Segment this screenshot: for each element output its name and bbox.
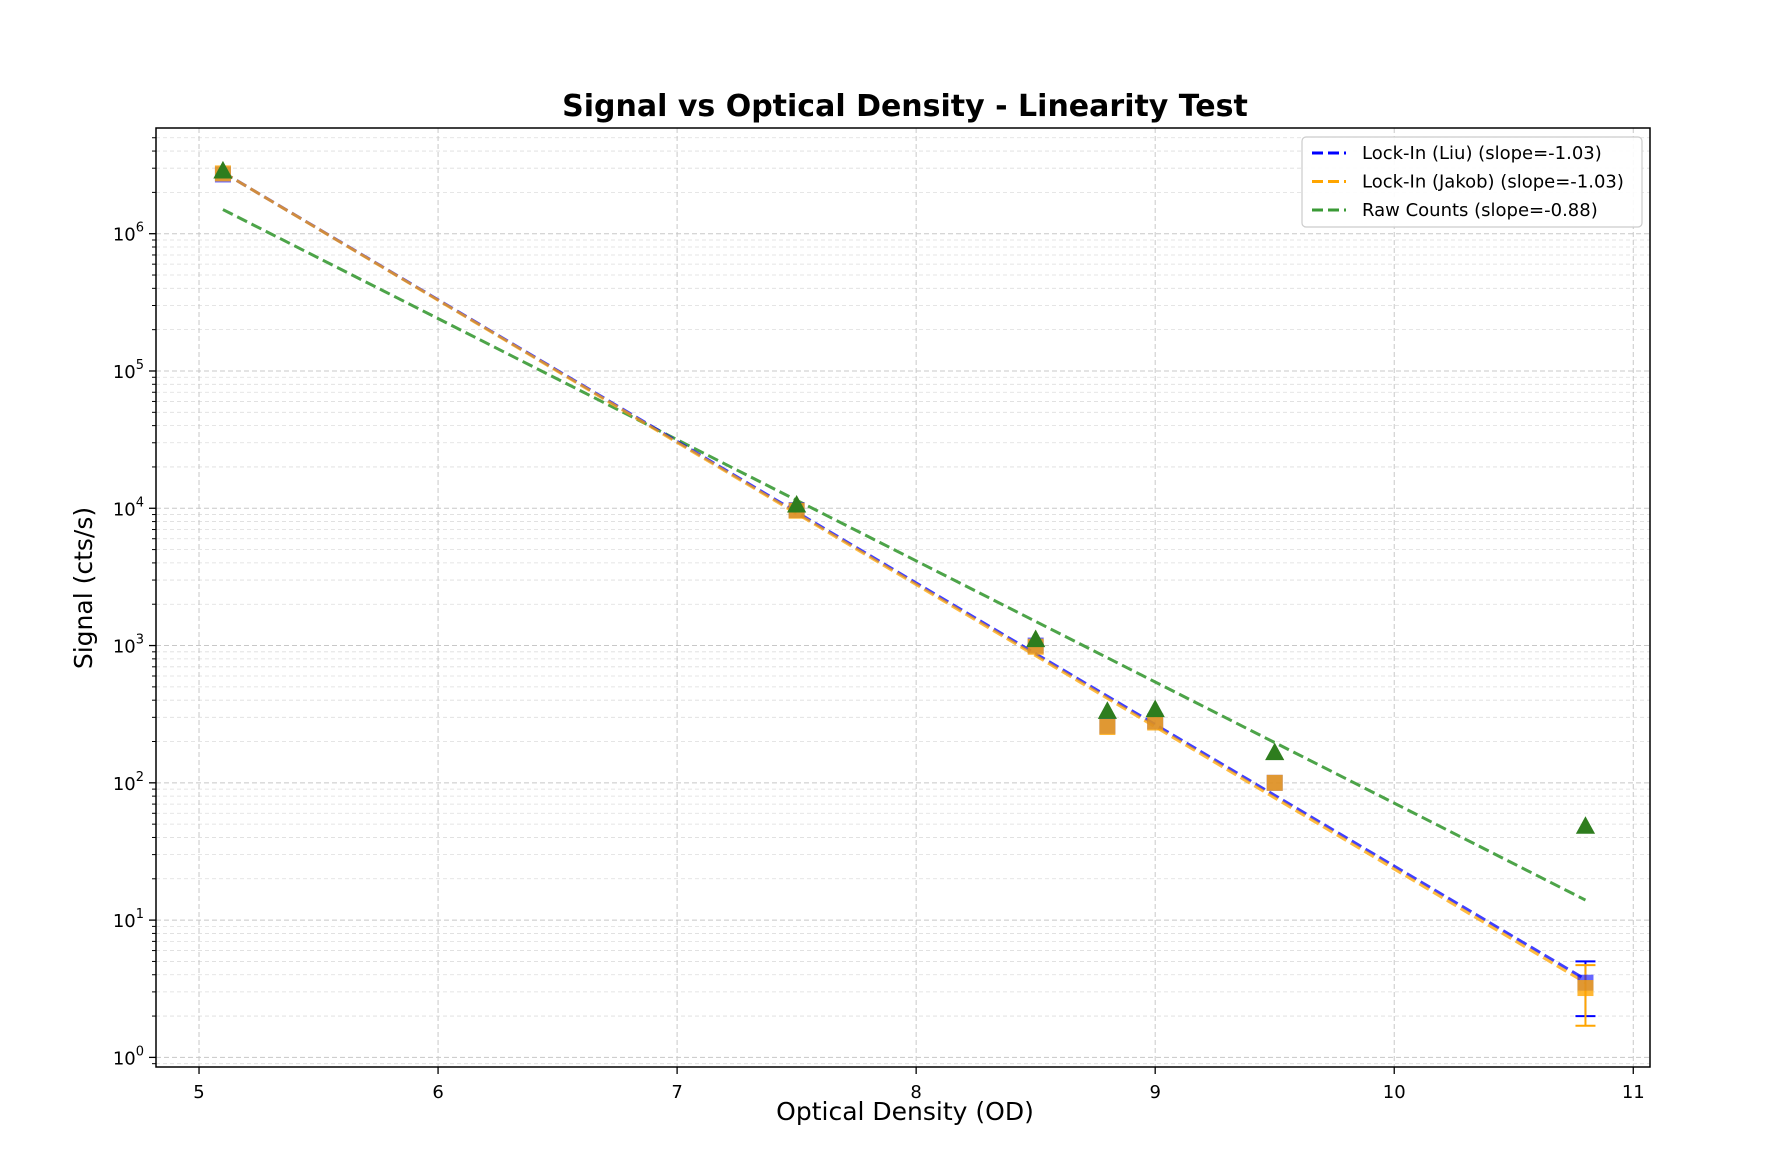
data-point-lock-in-jakob- (1266, 774, 1283, 791)
data-point-lock-in-jakob- (1147, 714, 1164, 731)
plot-background (156, 128, 1650, 1067)
legend-entry: Lock-In (Jakob) (slope=-1.03) (1362, 172, 1624, 193)
y-tick-label: 104 (113, 495, 144, 520)
x-tick-label: 10 (1383, 1082, 1406, 1103)
legend: Lock-In (Liu) (slope=-1.03) Lock-In (Jako… (1301, 136, 1643, 228)
data-point-raw-counts (213, 160, 233, 179)
legend-entry: Raw Counts (slope=-0.88) (1362, 200, 1598, 221)
x-tick-label: 6 (432, 1082, 443, 1103)
y-tick-label: 105 (113, 358, 144, 383)
y-axis-label: Signal (cts/s) (69, 507, 98, 669)
x-tick-label: 7 (671, 1082, 682, 1103)
data-point-raw-counts (1145, 699, 1165, 718)
x-tick-label: 5 (193, 1082, 204, 1103)
data-point-raw-counts (787, 494, 807, 513)
data-point-lock-in-jakob- (1577, 980, 1594, 997)
y-tick-label: 102 (113, 770, 144, 795)
fit-line-raw-counts (222, 208, 1587, 902)
data-point-raw-counts (1575, 816, 1596, 834)
data-point-raw-counts (1026, 629, 1046, 648)
data-point-raw-counts (1265, 742, 1285, 761)
axes-frame (155, 127, 1651, 1068)
y-tick-label: 100 (113, 1044, 144, 1069)
chart-title: Signal vs Optical Density - Linearity Te… (562, 89, 1248, 124)
data-point-lock-in-jakob- (1099, 719, 1116, 736)
x-tick-label: 9 (1149, 1082, 1160, 1103)
legend-box (1301, 136, 1643, 228)
x-axis-label: Optical Density (OD) (776, 1097, 1034, 1126)
y-tick-label: 101 (113, 907, 144, 932)
x-tick-label: 8 (910, 1082, 921, 1103)
fit-line-lock-in-jakob- (222, 171, 1587, 984)
plot-area: 5 6 7 8 9 10 11 100 101 102 103 104 105 106 (113, 127, 1651, 1103)
legend-entry: Lock-In (Liu) (slope=-1.03) (1362, 143, 1602, 164)
y-tick-label: 103 (113, 633, 144, 658)
data-point-raw-counts (1097, 701, 1117, 719)
y-tick-label: 106 (113, 221, 144, 246)
x-tick-label: 11 (1622, 1082, 1645, 1103)
